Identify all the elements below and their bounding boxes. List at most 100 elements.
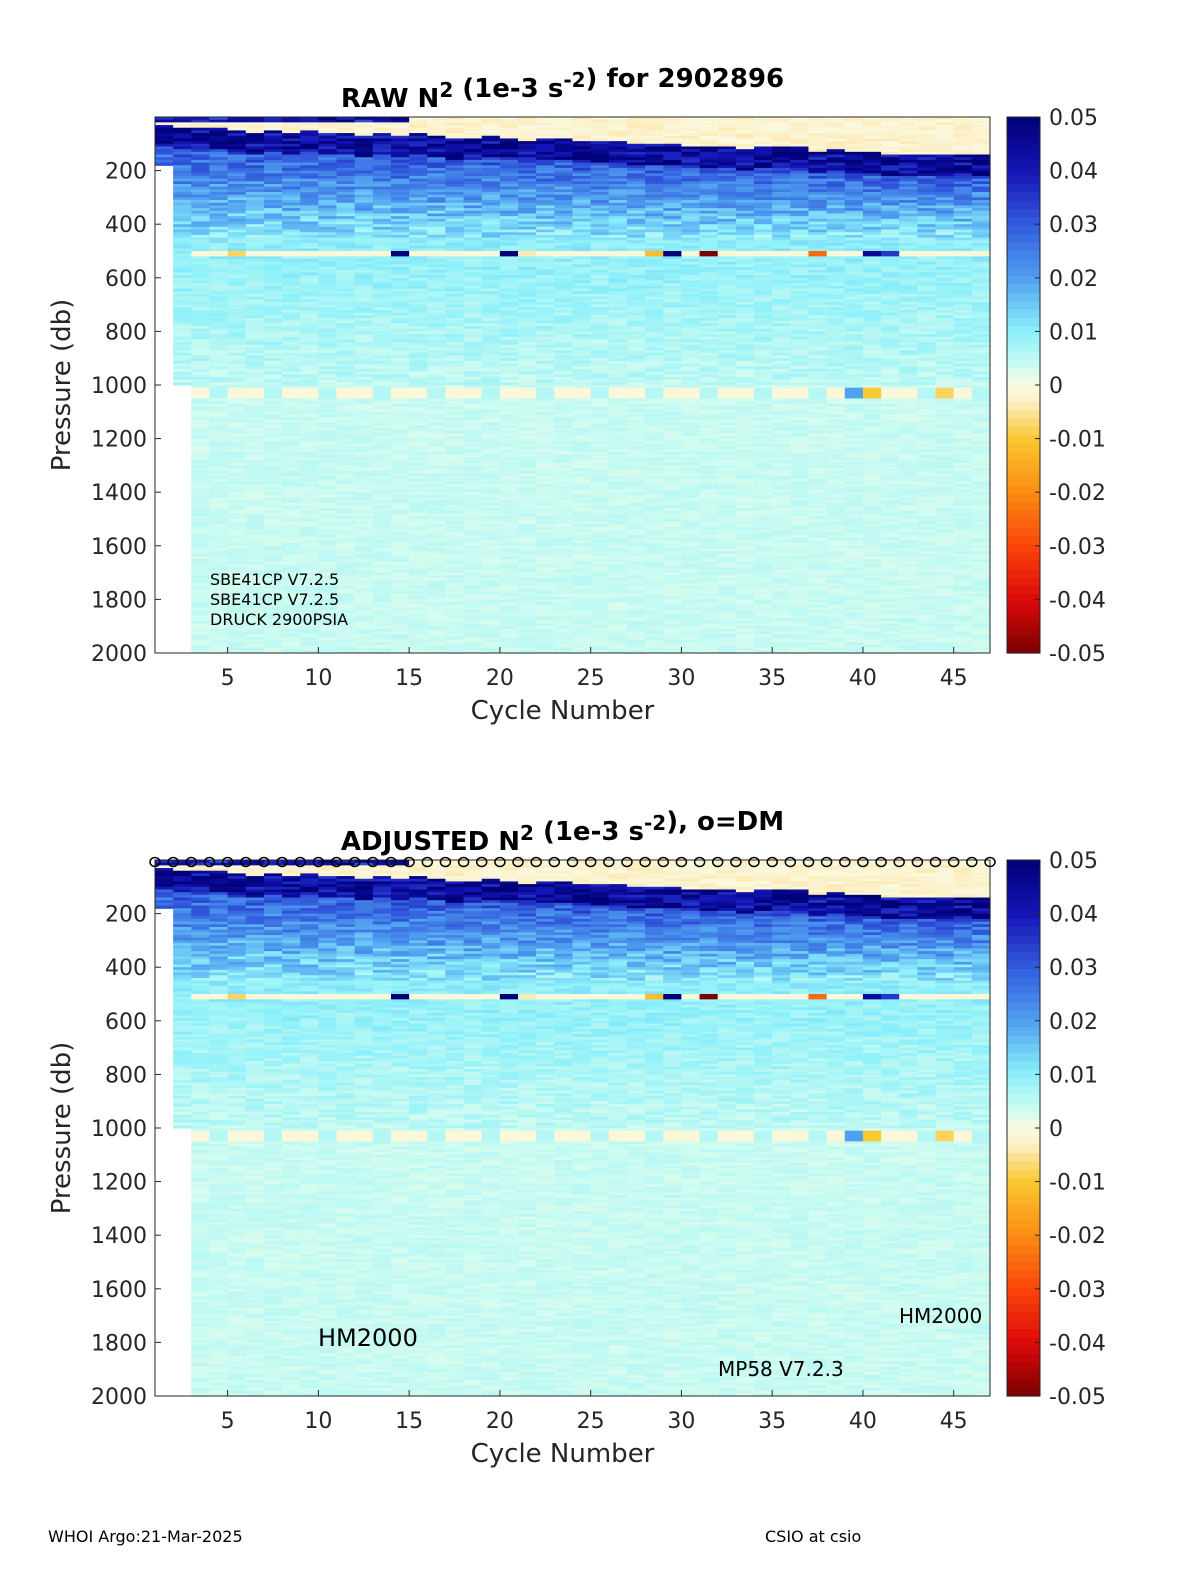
- heatmap-cell: [390, 559, 410, 563]
- heatmap-cell: [263, 596, 283, 600]
- heatmap-cell: [499, 143, 519, 148]
- heatmap-cell: [409, 157, 428, 161]
- heatmap-cell: [227, 387, 247, 391]
- heatmap-cell: [372, 352, 392, 357]
- heatmap-cell: [354, 631, 374, 635]
- heatmap-cell: [245, 382, 265, 386]
- heatmap-cell: [282, 486, 301, 491]
- heatmap-cell: [590, 143, 610, 148]
- heatmap-cell: [554, 318, 574, 322]
- heatmap-cell: [608, 261, 628, 265]
- heatmap-cell: [245, 339, 265, 343]
- heatmap-cell: [227, 588, 247, 592]
- heatmap-cell: [590, 165, 610, 169]
- heatmap-cell: [427, 248, 447, 252]
- heatmap-cell: [263, 344, 283, 349]
- heatmap-cell: [372, 283, 392, 287]
- heatmap-cell: [554, 639, 574, 643]
- heatmap-cell: [354, 200, 374, 204]
- heatmap-cell: [245, 299, 265, 303]
- heatmap-cell: [518, 572, 537, 576]
- heatmap-cell: [445, 159, 465, 164]
- heatmap-cell: [427, 181, 447, 185]
- heatmap-cell: [626, 170, 646, 174]
- heatmap-cell: [608, 492, 628, 496]
- heatmap-cell: [282, 267, 301, 271]
- heatmap-cell: [173, 342, 192, 346]
- heatmap-cell: [518, 417, 537, 421]
- heatmap-cell: [318, 430, 338, 434]
- heatmap-cell: [518, 237, 537, 241]
- heatmap-cell: [372, 331, 392, 335]
- heatmap-cell: [282, 229, 301, 233]
- heatmap-cell: [445, 301, 465, 306]
- heatmap-cell: [518, 642, 537, 646]
- heatmap-cell: [372, 272, 392, 276]
- heatmap-cell: [590, 492, 610, 496]
- heatmap-cell: [518, 159, 537, 164]
- heatmap-cell: [499, 363, 519, 367]
- heatmap-cell: [282, 194, 301, 198]
- heatmap-cell: [572, 385, 592, 389]
- heatmap-cell: [608, 583, 628, 587]
- heatmap-cell: [481, 642, 501, 646]
- heatmap-cell: [590, 409, 610, 413]
- heatmap-cell: [626, 175, 646, 180]
- heatmap-cell: [390, 275, 410, 279]
- heatmap-cell: [227, 157, 247, 161]
- heatmap-cell: [336, 229, 356, 233]
- heatmap-cell: [318, 175, 338, 180]
- heatmap-cell: [282, 462, 301, 466]
- heatmap-cell: [318, 242, 338, 247]
- heatmap-cell: [227, 323, 247, 327]
- heatmap-cell: [409, 312, 428, 316]
- heatmap-cell: [427, 559, 447, 563]
- heatmap-cell: [282, 318, 301, 322]
- heatmap-cell: [590, 612, 610, 617]
- heatmap-cell: [608, 205, 628, 209]
- heatmap-cell: [282, 382, 301, 386]
- heatmap-cell: [263, 382, 283, 386]
- heatmap-cell: [481, 117, 501, 121]
- heatmap-cell: [300, 280, 319, 284]
- heatmap-cell: [300, 494, 319, 499]
- heatmap-cell: [318, 559, 338, 563]
- heatmap-cell: [481, 586, 501, 590]
- heatmap-cell: [445, 411, 465, 416]
- heatmap-cell: [245, 476, 265, 480]
- heatmap-cell: [445, 468, 465, 472]
- heatmap-cell: [263, 133, 283, 137]
- heatmap-cell: [481, 398, 501, 402]
- heatmap-cell: [390, 320, 410, 324]
- heatmap-cell: [173, 192, 192, 196]
- heatmap-cell: [173, 350, 192, 354]
- heatmap-cell: [227, 591, 247, 595]
- heatmap-cell: [209, 567, 229, 571]
- heatmap-cell: [427, 441, 447, 445]
- heatmap-cell: [463, 210, 483, 215]
- heatmap-cell: [590, 269, 610, 274]
- heatmap-cell: [572, 253, 592, 257]
- heatmap-cell: [354, 634, 374, 638]
- heatmap-cell: [463, 521, 483, 525]
- heatmap-cell: [572, 355, 592, 359]
- heatmap-cell: [372, 125, 392, 129]
- heatmap-cell: [191, 419, 211, 424]
- heatmap-cell: [590, 117, 610, 121]
- heatmap-cell: [173, 336, 192, 341]
- heatmap-cell: [445, 433, 465, 437]
- heatmap-cell: [300, 650, 319, 654]
- heatmap-cell: [427, 575, 447, 579]
- heatmap-cell: [155, 135, 174, 140]
- heatmap-cell: [463, 553, 483, 558]
- heatmap-cell: [245, 264, 265, 268]
- heatmap-cell: [354, 331, 374, 335]
- heatmap-cell: [300, 366, 319, 370]
- heatmap-cell: [372, 527, 392, 531]
- heatmap-cell: [318, 497, 338, 501]
- heatmap-cell: [372, 202, 392, 207]
- heatmap-cell: [409, 309, 428, 314]
- heatmap-cell: [463, 312, 483, 316]
- heatmap-cell: [463, 502, 483, 507]
- heatmap-cell: [409, 285, 428, 290]
